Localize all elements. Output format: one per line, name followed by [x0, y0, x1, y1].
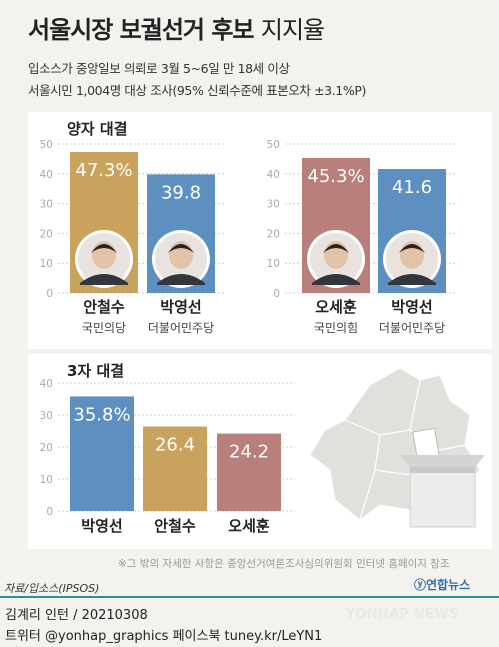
bar-오세훈: [217, 433, 281, 511]
party-label: 국민의힘: [314, 321, 358, 335]
y-tick-label: 20: [267, 228, 280, 240]
page-title: 서울시장 보궐선거 후보 지지율: [28, 16, 325, 44]
photo-body: [157, 274, 205, 285]
section-two-way: 양자 대결: [67, 120, 128, 138]
data-label: 41.6: [392, 177, 432, 198]
x-category-label: 박영선: [81, 517, 122, 535]
source-line-2: 서울시민 1,004명 대상 조사(95% 신뢰수준에 표본오차 ±3.1%P): [28, 83, 366, 98]
bar-박영선: [70, 396, 134, 511]
source-line-1: 입소스가 중앙일보 의뢰로 3월 5~6일 만 18세 이상: [28, 61, 290, 76]
y-tick-label: 20: [40, 442, 53, 454]
x-category-label: 박영선: [160, 298, 201, 316]
ballot-box-icon: [400, 427, 485, 528]
x-category-label: 안철수: [154, 517, 196, 535]
party-label: 더불어민주당: [148, 321, 214, 335]
photo-hair: [323, 244, 349, 253]
photo-hair: [91, 244, 117, 253]
y-tick-label: 20: [40, 228, 53, 240]
y-tick-label: 0: [46, 506, 53, 518]
y-tick-label: 10: [40, 474, 53, 486]
y-tick-label: 40: [267, 169, 280, 181]
bar-chart-3: 0 10 20 30 40 35.8% 박영선 26.4 안철수 24.2 오세훈: [40, 378, 295, 535]
party-label: 더불어민주당: [379, 321, 445, 335]
data-label: 24.2: [229, 442, 269, 463]
yonhap-news-watermark: YONHAP NEWS: [346, 607, 459, 622]
x-category-label: 안철수: [83, 298, 125, 316]
y-tick-label: 50: [267, 139, 280, 151]
source-credit: 자료/입소스(IPSOS): [4, 582, 100, 595]
charts-layer: 0102030405047.3%안철수국민의당39.8박영선더불어민주당0102…: [40, 139, 455, 535]
photo-body: [388, 274, 436, 285]
y-tick-label: 0: [46, 288, 53, 300]
y-tick-label: 0: [273, 288, 280, 300]
footer-author: 김계리 인턴 / 20210308: [5, 608, 148, 623]
data-label: 39.8: [161, 182, 201, 203]
yonhap-logo: ⓨ연합뉴스: [414, 578, 471, 592]
data-label: 47.3%: [75, 160, 132, 181]
y-tick-label: 50: [40, 139, 53, 151]
yonhap-logo-icon: ⓨ: [414, 578, 427, 592]
photo-hair: [399, 244, 425, 253]
section-three-way: 3자 대결: [67, 362, 125, 380]
photo-body: [312, 274, 360, 285]
y-tick-label: 10: [267, 258, 280, 270]
footnote: ※그 밖의 자세한 사항은 중앙선거여론조사심의위원회 인터넷 홈페이지 참조: [118, 558, 450, 570]
y-tick-label: 30: [40, 199, 53, 211]
x-category-label: 박영선: [391, 298, 432, 316]
data-label: 45.3%: [307, 166, 364, 187]
y-tick-label: 10: [40, 258, 53, 270]
x-category-label: 오세훈: [228, 517, 270, 535]
data-label: 26.4: [155, 435, 195, 456]
y-tick-label: 30: [267, 199, 280, 211]
photo-hair: [168, 244, 194, 253]
footer-divider: [0, 596, 499, 598]
footer-social: 트위터 @yonhap_graphics 페이스북 tuney.kr/LeYN1: [5, 629, 323, 644]
party-label: 국민의당: [82, 321, 126, 335]
y-tick-label: 40: [40, 169, 53, 181]
bar-안철수: [143, 426, 207, 511]
y-tick-label: 40: [40, 378, 53, 390]
x-category-label: 오세훈: [315, 298, 357, 316]
y-tick-label: 30: [40, 410, 53, 422]
photo-body: [80, 274, 128, 285]
data-label: 35.8%: [73, 404, 130, 425]
